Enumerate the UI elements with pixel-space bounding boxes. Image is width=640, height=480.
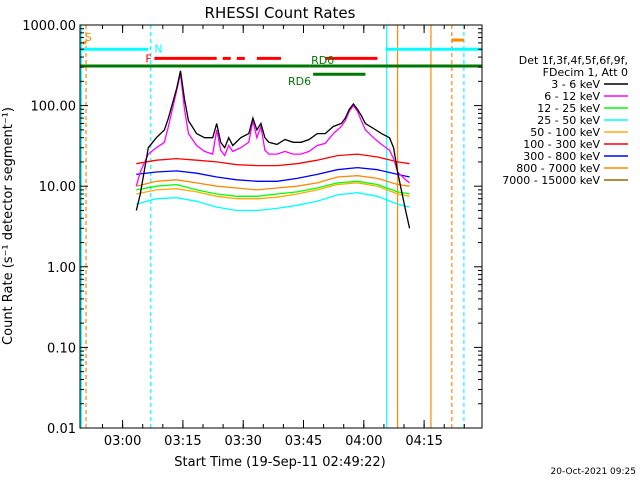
series-line <box>136 166 410 182</box>
series-line <box>136 180 410 197</box>
y-tick-label: 100.00 <box>31 100 77 115</box>
state-bar-label: RD6 <box>288 75 311 88</box>
x-tick-label: 03:30 <box>224 434 261 449</box>
series-line <box>136 182 410 200</box>
state-bar-label: N <box>154 42 162 55</box>
x-tick-label: 03:15 <box>164 434 201 449</box>
legend-entry-label: 100 - 300 keV <box>523 138 600 151</box>
legend-header: Det 1f,3f,4f,5f,6f,9f, <box>519 54 628 67</box>
state-bar-label: F <box>145 52 151 65</box>
x-tick-label: 03:45 <box>285 434 322 449</box>
plot-frame <box>79 24 483 429</box>
series-line <box>135 73 410 187</box>
series-line <box>136 175 410 191</box>
legend-entry-label: 800 - 7000 keV <box>516 162 600 175</box>
legend: Det 1f,3f,4f,5f,6f,9f,FDecim 1, Att 03 -… <box>502 54 628 187</box>
legend-entry-label: 300 - 800 keV <box>523 150 600 163</box>
chart-title: RHESSI Count Rates <box>205 4 356 22</box>
y-tick-label: 1000.00 <box>22 19 76 34</box>
series-line <box>136 153 410 167</box>
legend-entry-label: 25 - 50 keV <box>537 114 600 127</box>
x-tick-label: 03:00 <box>104 434 141 449</box>
legend-entry-label: 3 - 6 keV <box>551 78 600 91</box>
state-bar-label: RD0 <box>311 54 334 67</box>
state-bar-label: S <box>85 31 92 44</box>
legend-header: FDecim 1, Att 0 <box>543 66 628 79</box>
x-tick-label: 04:00 <box>345 434 382 449</box>
y-tick-label: 10.00 <box>39 180 76 195</box>
x-tick-label: 04:15 <box>405 434 442 449</box>
x-axis-label: Start Time (19-Sep-11 02:49:22) <box>174 455 385 470</box>
legend-entry-label: 7000 - 15000 keV <box>502 174 600 187</box>
y-tick-label: 0.01 <box>47 422 76 437</box>
footer-timestamp: 20-Oct-2021 09:25 <box>551 467 636 477</box>
legend-entry-label: 50 - 100 keV <box>530 126 600 139</box>
legend-entry-label: 12 - 25 keV <box>537 102 600 115</box>
y-tick-label: 0.10 <box>47 341 76 356</box>
series-line <box>136 192 410 212</box>
y-tick-label: 1.00 <box>47 261 76 276</box>
series-line <box>135 70 411 229</box>
legend-entry-label: 6 - 12 keV <box>544 90 600 103</box>
y-axis-label: Count Rate (s⁻¹ detector segment⁻¹) <box>1 107 16 345</box>
